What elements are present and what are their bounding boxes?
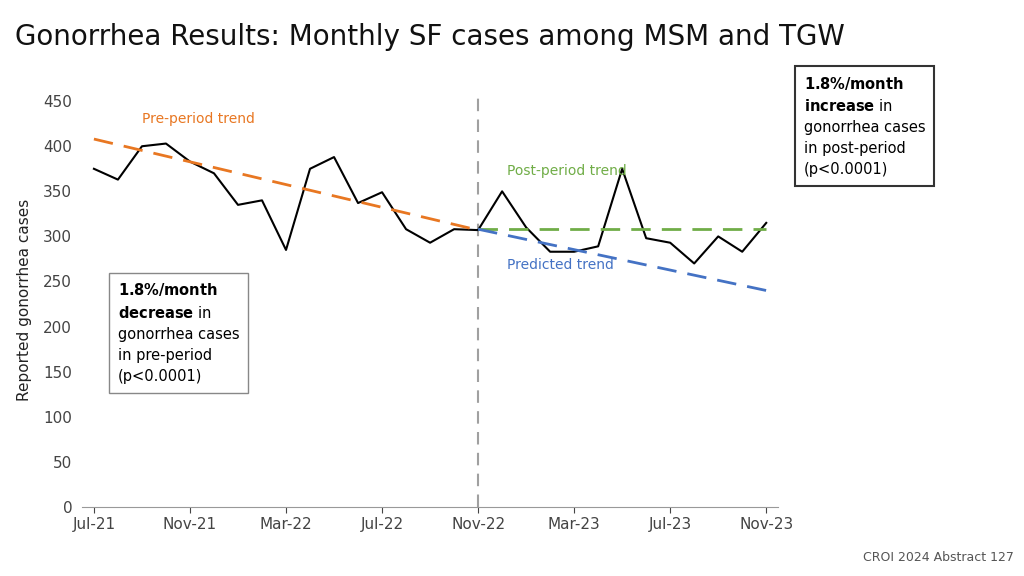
Text: $\mathbf{1.8\%/month}$
$\mathbf{increase}$ in
gonorrhea cases
in post-period
(p<: $\mathbf{1.8\%/month}$ $\mathbf{increase…	[804, 75, 926, 177]
Text: CROI 2024 Abstract 127: CROI 2024 Abstract 127	[863, 551, 1014, 564]
Text: Gonorrhea Results: Monthly SF cases among MSM and TGW: Gonorrhea Results: Monthly SF cases amon…	[15, 23, 845, 51]
Text: Pre-period trend: Pre-period trend	[142, 112, 255, 126]
Text: Predicted trend: Predicted trend	[507, 258, 613, 272]
Text: $\mathbf{1.8\%/month}$
$\mathbf{decrease}$ in
gonorrhea cases
in pre-period
(p<0: $\mathbf{1.8\%/month}$ $\mathbf{decrease…	[118, 282, 240, 384]
Text: Post-period trend: Post-period trend	[507, 164, 627, 178]
Y-axis label: Reported gonorrhea cases: Reported gonorrhea cases	[17, 198, 32, 401]
